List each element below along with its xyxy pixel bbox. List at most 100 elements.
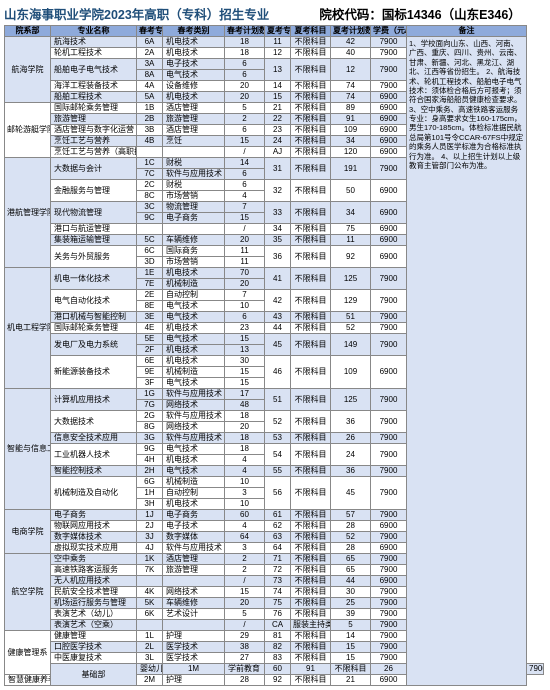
cell: 92 xyxy=(265,675,291,686)
cell: 机电技术 xyxy=(163,499,225,510)
cell: 轮机工程技术 xyxy=(51,48,137,59)
cell: 不限科目 xyxy=(291,554,331,565)
cell: 机电技术 xyxy=(163,323,225,334)
col-header: 学费（元/年） xyxy=(371,26,407,37)
cell: 1C xyxy=(137,158,163,169)
cell: 3C xyxy=(137,202,163,213)
cell: 机电技术 xyxy=(163,356,225,367)
cell: 5 xyxy=(225,103,265,114)
cell: 74 xyxy=(265,587,291,598)
cell: 电子技术 xyxy=(163,59,225,70)
cell: 7900 xyxy=(371,642,407,653)
cell: 不限科目 xyxy=(291,158,331,180)
cell: 5E xyxy=(137,334,163,345)
cell: 129 xyxy=(331,290,371,312)
cell: 不限科目 xyxy=(291,323,331,334)
cell: 1B xyxy=(137,103,163,114)
cell: 6900 xyxy=(371,576,407,587)
cell: 7900 xyxy=(371,290,407,312)
cell: 高速铁路客运服务 xyxy=(51,565,137,576)
cell: 2 xyxy=(225,554,265,565)
cell: 不限科目 xyxy=(291,125,331,136)
cell: 14 xyxy=(225,158,265,169)
cell: 52 xyxy=(265,411,291,433)
cell: 14 xyxy=(265,81,291,92)
cell: 机场运行服务与管理 xyxy=(51,598,137,609)
cell: 65 xyxy=(331,565,371,576)
cell: 港口与航运管理 xyxy=(51,224,137,235)
cell: 航空学院 xyxy=(5,554,51,631)
cell: 3G xyxy=(137,433,163,444)
cell xyxy=(163,224,225,235)
cell: 智能与信息工程学院 xyxy=(5,389,51,510)
cell: 27 xyxy=(225,653,265,664)
cell: 不限科目 xyxy=(291,136,331,147)
cell: 不限科目 xyxy=(291,92,331,103)
cell: 不限科目 xyxy=(291,59,331,81)
cell: 38 xyxy=(225,642,265,653)
cell: 36 xyxy=(265,246,291,268)
cell: 3E xyxy=(137,312,163,323)
cell: 工业机器人技术 xyxy=(51,444,137,466)
cell: / xyxy=(225,620,265,631)
cell: 55 xyxy=(265,466,291,477)
cell: 3L xyxy=(137,653,163,664)
cell: CA xyxy=(265,620,291,631)
cell: 6900 xyxy=(371,521,407,532)
col-header: 院系部 xyxy=(5,26,51,37)
cell: 机电技术 xyxy=(163,268,225,279)
cell: 不限科目 xyxy=(291,521,331,532)
col-header: 夏考计划数 xyxy=(331,26,371,37)
cell: 旅游管理 xyxy=(163,565,225,576)
cell: 烹饪工艺与营养 xyxy=(51,136,137,147)
cell: 9C xyxy=(137,213,163,224)
cell: 7900 xyxy=(371,631,407,642)
cell: 20 xyxy=(225,235,265,246)
cell: 7900 xyxy=(371,510,407,521)
cell: 港航管理学院 xyxy=(5,158,51,268)
cell: 61 xyxy=(265,510,291,521)
cell: 物流管理 xyxy=(163,202,225,213)
col-header: 备注 xyxy=(407,26,527,37)
cell: 艺术设计 xyxy=(163,609,225,620)
cell: 港口机械与智能控制 xyxy=(51,312,137,323)
cell: 自动控制 xyxy=(163,290,225,301)
cell: 基础部 xyxy=(51,664,137,686)
cell: 不限科目 xyxy=(291,37,331,48)
cell: 120 xyxy=(331,147,371,158)
col-header: 专业名称 xyxy=(51,26,137,37)
cell: 7900 xyxy=(371,587,407,598)
cell: 5 xyxy=(331,620,371,631)
cell: 不限科目 xyxy=(291,202,331,224)
cell: 7900 xyxy=(371,411,407,433)
cell: 109 xyxy=(331,356,371,389)
cell: 健康管理 xyxy=(51,631,137,642)
cell: 3A xyxy=(137,59,163,70)
cell: 28 xyxy=(331,543,371,554)
cell: 1G xyxy=(137,389,163,400)
cell: 虚拟现实技术应用 xyxy=(51,543,137,554)
col-header: 春考计划数 xyxy=(225,26,265,37)
cell: 10 xyxy=(225,477,265,488)
cell: 43 xyxy=(265,312,291,323)
cell: 34 xyxy=(265,224,291,235)
cell: 7900 xyxy=(371,433,407,444)
cell: 32 xyxy=(265,180,291,202)
cell: / xyxy=(225,576,265,587)
cell: 电气技术 xyxy=(163,444,225,455)
cell: 15 xyxy=(331,653,371,664)
cell: 41 xyxy=(265,268,291,290)
cell: 6900 xyxy=(371,125,407,136)
cell: 4 xyxy=(225,191,265,202)
cell: 2J xyxy=(137,521,163,532)
cell: 11 xyxy=(225,246,265,257)
cell: 20 xyxy=(225,422,265,433)
cell: 发电厂及电力系统 xyxy=(51,334,137,356)
cell: 旅游管理 xyxy=(163,114,225,125)
cell: 不限科目 xyxy=(291,433,331,444)
cell: 网络技术 xyxy=(163,422,225,433)
cell: 34 xyxy=(331,136,371,147)
cell: 8G xyxy=(137,422,163,433)
cell: 73 xyxy=(265,576,291,587)
cell: 15 xyxy=(331,642,371,653)
